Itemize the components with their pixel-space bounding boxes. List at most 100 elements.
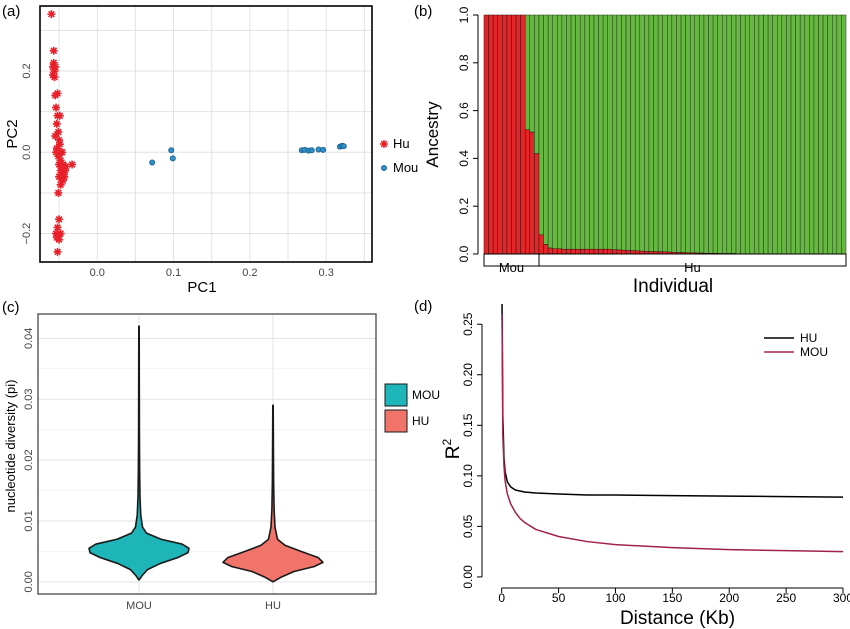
ld-line-mou	[501, 314, 844, 553]
ancestry-bar-red-16	[557, 248, 563, 255]
ancestry-bar-green-48	[703, 14, 709, 254]
ancestry-bar-green-68	[795, 14, 801, 255]
ancestry-bar-red-20	[575, 248, 581, 255]
y-tick-label-d: 0.10	[461, 464, 475, 488]
y-tick-label-d: 0.15	[461, 413, 475, 437]
x-tick-label-c: HU	[265, 600, 281, 612]
ancestry-bar-red-4	[502, 14, 508, 255]
ancestry-bar-red-26	[602, 248, 608, 255]
ancestry-bar-green-33	[634, 14, 641, 252]
x-tick-label-c: MOU	[126, 600, 152, 612]
ld-line-hu	[501, 303, 844, 498]
ancestry-bar-green-26	[602, 14, 608, 250]
ancestry-bar-red-17	[561, 248, 567, 255]
panel-a-pca-scatter: (a) 0.0 0.1 0.2 0.3 −0.2 0.0 0.2 PC1 PC2 Hu Mou	[2, 3, 418, 296]
ancestry-bar-red-13	[543, 244, 549, 255]
ancestry-bar-green-78	[841, 14, 847, 255]
hu-point-15	[51, 132, 60, 141]
panel-b-ancestry-barplot: (b) 0.0 0.2 0.4 0.6 0.8 1.0 Ancestry Mou HuIndivi…	[414, 3, 847, 297]
ancestry-bar-red-10	[529, 131, 535, 255]
ancestry-bar-red-21	[579, 248, 586, 255]
ancestry-bar-red-14	[547, 247, 553, 255]
legend-label-hu: HU	[412, 414, 429, 428]
hu-point-12	[55, 111, 64, 120]
ancestry-bar-green-77	[836, 14, 842, 255]
panel-label-c: (c)	[2, 299, 20, 316]
panel-d-ld-decay-lines: (d) 0.00 0.05 0.10 0.15 0.20 0.25 0 50 100 150 200 2…	[414, 298, 850, 629]
legend-label-mou: Mou	[393, 160, 418, 175]
panel-label-d: (d)	[414, 298, 432, 315]
y-axis-label-d-sup: 2	[440, 438, 454, 445]
hu-point-44	[56, 229, 65, 238]
ancestry-bar-green-56	[740, 14, 746, 255]
ancestry-bar-green-65	[781, 14, 787, 255]
y-tick-label-d: 0.25	[461, 312, 475, 336]
y-axis-label-d: R2	[440, 438, 464, 459]
ancestry-bar-green-29	[616, 14, 622, 251]
ancestry-bar-red-30	[621, 249, 627, 255]
ancestry-bar-green-31	[625, 14, 631, 251]
hu-point-21	[58, 148, 67, 157]
ancestry-bar-green-71	[809, 14, 815, 255]
x-axis-label-b: Individual	[633, 276, 713, 297]
x-tick-label-d: 0	[498, 591, 505, 605]
y-tick-label-c: 0.04	[23, 328, 35, 349]
ancestry-bar-green-38	[657, 14, 663, 252]
ancestry-bar-green-20	[575, 14, 581, 250]
x-tick-label-d: 250	[776, 591, 796, 605]
hu-point-35	[61, 166, 70, 175]
hu-point-9	[53, 89, 62, 98]
ancestry-bar-green-44	[685, 14, 691, 254]
hu-point-37	[68, 160, 77, 169]
hu-point-14	[54, 127, 63, 136]
ancestry-bar-red-32	[630, 250, 636, 255]
y-tick-label-a: 0.2	[21, 63, 33, 78]
ancestry-bar-green-37	[653, 14, 659, 252]
hu-point-18	[52, 148, 61, 157]
hu-point-17	[52, 144, 61, 153]
ancestry-bar-red-31	[625, 250, 631, 255]
y-tick-label-d: 0.20	[461, 363, 475, 387]
hu-point-19	[55, 140, 64, 149]
legend-label-hu: Hu	[393, 136, 410, 151]
ancestry-bar-green-55	[735, 14, 741, 255]
y-tick-label-c: 0.00	[23, 571, 35, 592]
y-tick-label-c: 0.03	[23, 389, 35, 410]
y-axis-label-d-base: R	[443, 445, 464, 459]
ancestry-bar-red-9	[524, 129, 531, 255]
x-tick-label-d: 100	[605, 591, 625, 605]
ancestry-bar-green-54	[731, 14, 737, 254]
legend-label-mou: MOU	[800, 345, 828, 359]
y-tick-label-b: 0.0	[457, 245, 471, 262]
y-tick-label-b: 0.6	[457, 102, 471, 119]
ancestry-bar-green-76	[832, 14, 838, 255]
ancestry-bar-green-67	[790, 14, 796, 255]
ancestry-bar-green-16	[557, 14, 563, 249]
ancestry-bar-green-72	[813, 14, 819, 255]
x-tick-label-d: 300	[833, 591, 850, 605]
hu-point-7	[50, 73, 59, 82]
ancestry-bar-red-8	[520, 14, 526, 255]
mou-point-0	[149, 159, 156, 166]
legend-swatch-mou	[384, 383, 408, 407]
hu-point-16	[55, 136, 64, 145]
ancestry-bar-red-18	[566, 248, 572, 255]
ancestry-bar-red-6	[511, 14, 517, 255]
ancestry-bar-green-34	[639, 14, 645, 252]
ancestry-bar-green-41	[671, 14, 677, 253]
hu-point-1	[49, 46, 58, 55]
ancestry-bar-green-9	[524, 14, 531, 130]
ancestry-bar-green-69	[799, 14, 806, 255]
ancestry-bar-red-23	[589, 248, 595, 255]
ancestry-bar-green-73	[818, 14, 824, 255]
y-tick-label-b: 0.2	[457, 198, 471, 215]
ancestry-bar-green-46	[694, 14, 700, 254]
ancestry-bar-green-28	[612, 14, 618, 250]
ancestry-bar-green-23	[589, 14, 595, 250]
violin-hu	[222, 404, 324, 583]
x-tick-label-d: 200	[719, 591, 739, 605]
ancestry-bar-red-0	[483, 14, 489, 255]
hu-point-4	[50, 67, 59, 76]
ancestry-bar-green-49	[708, 14, 714, 254]
